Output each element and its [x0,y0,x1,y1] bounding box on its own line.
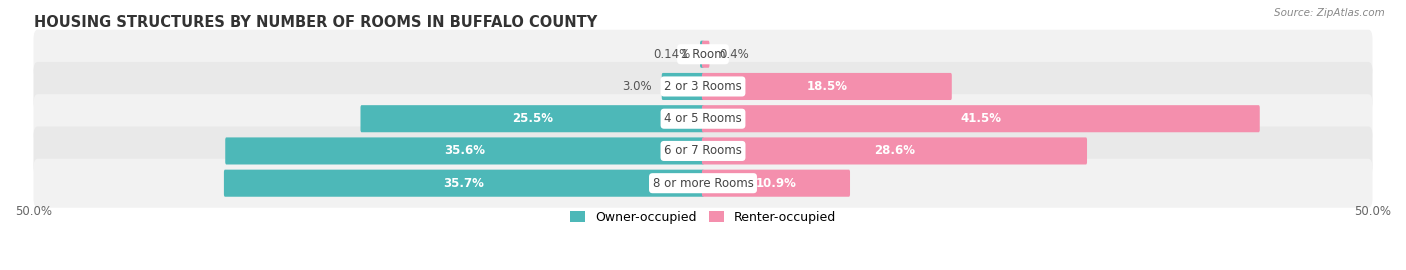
Text: 35.6%: 35.6% [444,144,485,157]
Legend: Owner-occupied, Renter-occupied: Owner-occupied, Renter-occupied [565,205,841,228]
Text: Source: ZipAtlas.com: Source: ZipAtlas.com [1274,8,1385,18]
Text: 25.5%: 25.5% [512,112,553,125]
FancyBboxPatch shape [225,137,704,164]
Text: 3.0%: 3.0% [623,80,652,93]
Text: 41.5%: 41.5% [960,112,1001,125]
FancyBboxPatch shape [34,94,1372,143]
FancyBboxPatch shape [702,73,952,100]
FancyBboxPatch shape [702,41,710,68]
Text: 4 or 5 Rooms: 4 or 5 Rooms [664,112,742,125]
Text: 35.7%: 35.7% [443,177,485,190]
FancyBboxPatch shape [34,30,1372,79]
Text: 0.14%: 0.14% [654,48,690,61]
FancyBboxPatch shape [34,62,1372,111]
Text: 0.4%: 0.4% [718,48,749,61]
Text: 28.6%: 28.6% [875,144,915,157]
FancyBboxPatch shape [702,105,1260,132]
FancyBboxPatch shape [224,170,704,197]
Text: 8 or more Rooms: 8 or more Rooms [652,177,754,190]
FancyBboxPatch shape [360,105,704,132]
Text: 18.5%: 18.5% [807,80,848,93]
FancyBboxPatch shape [34,126,1372,176]
Text: HOUSING STRUCTURES BY NUMBER OF ROOMS IN BUFFALO COUNTY: HOUSING STRUCTURES BY NUMBER OF ROOMS IN… [34,15,596,30]
Text: 6 or 7 Rooms: 6 or 7 Rooms [664,144,742,157]
Text: 1 Room: 1 Room [681,48,725,61]
FancyBboxPatch shape [34,159,1372,208]
FancyBboxPatch shape [702,137,1087,164]
FancyBboxPatch shape [700,41,704,68]
FancyBboxPatch shape [662,73,704,100]
Text: 10.9%: 10.9% [755,177,796,190]
Text: 2 or 3 Rooms: 2 or 3 Rooms [664,80,742,93]
FancyBboxPatch shape [702,170,851,197]
